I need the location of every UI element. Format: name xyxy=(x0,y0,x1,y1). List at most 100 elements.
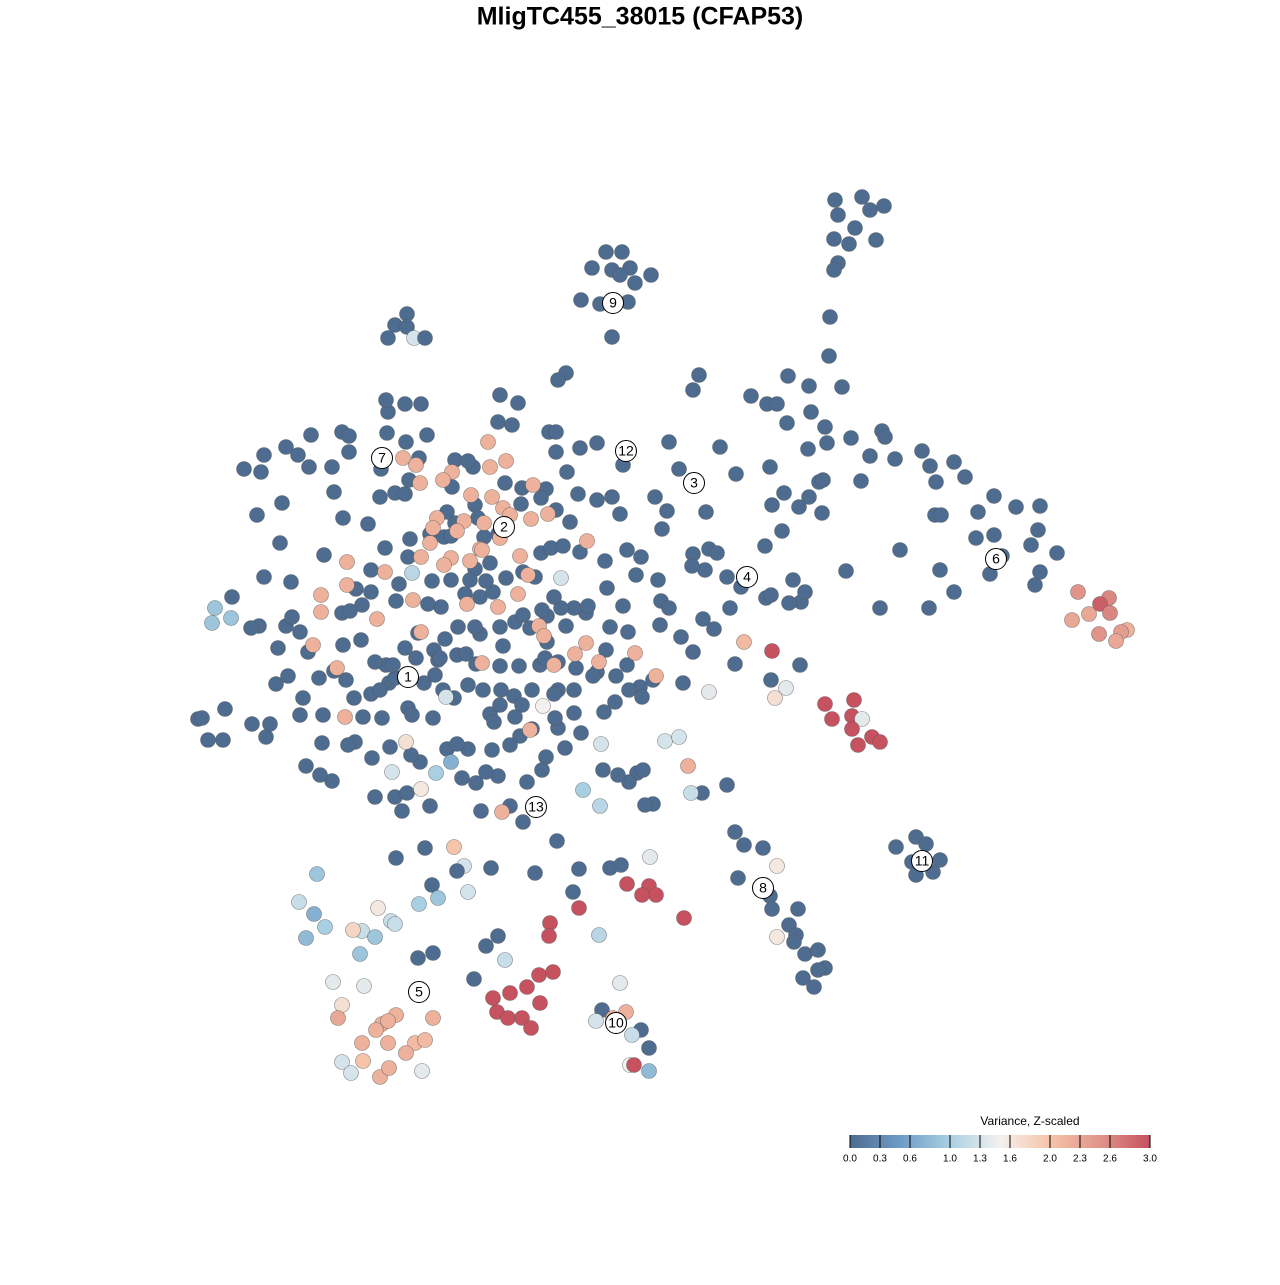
point xyxy=(712,439,728,455)
point xyxy=(570,486,586,502)
point xyxy=(523,1020,539,1036)
point xyxy=(404,565,420,581)
point xyxy=(360,516,376,532)
point xyxy=(398,434,414,450)
point xyxy=(380,1013,396,1029)
point xyxy=(305,637,321,653)
point xyxy=(363,584,379,600)
point xyxy=(340,737,356,753)
point xyxy=(413,396,429,412)
point xyxy=(769,929,785,945)
point xyxy=(399,785,415,801)
point xyxy=(755,840,771,856)
point xyxy=(283,574,299,590)
point xyxy=(826,262,842,278)
point xyxy=(533,490,549,506)
point xyxy=(613,857,629,873)
point xyxy=(619,657,635,673)
point xyxy=(659,503,675,519)
point xyxy=(598,642,614,658)
point xyxy=(806,979,822,995)
point xyxy=(914,443,930,459)
point xyxy=(968,530,984,546)
point xyxy=(568,660,584,676)
point xyxy=(309,866,325,882)
point xyxy=(391,576,407,592)
point xyxy=(367,789,383,805)
point xyxy=(730,870,746,886)
point xyxy=(769,858,785,874)
point xyxy=(485,990,501,1006)
point xyxy=(295,690,311,706)
point xyxy=(462,572,478,588)
point xyxy=(627,275,643,291)
point xyxy=(514,697,530,713)
cluster-label: 8 xyxy=(759,880,767,896)
cluster-marker xyxy=(605,1012,627,1034)
point xyxy=(877,429,893,445)
point xyxy=(339,577,355,593)
point xyxy=(743,388,759,404)
point xyxy=(887,451,903,467)
point xyxy=(657,733,673,749)
point xyxy=(498,570,514,586)
colorbar-tick-label: 2.6 xyxy=(1103,1154,1117,1165)
point xyxy=(353,632,369,648)
point xyxy=(578,635,594,651)
point xyxy=(626,1057,642,1073)
point xyxy=(610,767,626,783)
cluster-label: 1 xyxy=(404,669,412,685)
point xyxy=(312,767,328,783)
point xyxy=(292,624,308,640)
point xyxy=(466,971,482,987)
point xyxy=(519,774,535,790)
point xyxy=(589,492,605,508)
point xyxy=(364,750,380,766)
cluster-marker xyxy=(397,666,419,688)
point xyxy=(1008,499,1024,515)
point xyxy=(719,777,735,793)
point xyxy=(641,1040,657,1056)
point xyxy=(460,453,476,469)
cluster-label: 6 xyxy=(992,551,1000,567)
point xyxy=(571,900,587,916)
point xyxy=(345,922,361,938)
point xyxy=(531,967,547,983)
point xyxy=(588,1013,604,1029)
point xyxy=(335,637,351,653)
point xyxy=(395,450,411,466)
point xyxy=(380,1035,396,1051)
point xyxy=(844,721,860,737)
point xyxy=(463,487,479,503)
point xyxy=(602,619,618,635)
point xyxy=(306,906,322,922)
point xyxy=(764,497,780,513)
point xyxy=(565,884,581,900)
point xyxy=(627,645,643,661)
point xyxy=(1023,537,1039,553)
point xyxy=(553,600,569,616)
cluster-label: 11 xyxy=(915,853,930,869)
point xyxy=(727,656,743,672)
point xyxy=(397,486,413,502)
point xyxy=(779,415,795,431)
point xyxy=(868,232,884,248)
point xyxy=(519,979,535,995)
point xyxy=(810,962,826,978)
point xyxy=(803,404,819,420)
point xyxy=(316,547,332,563)
point xyxy=(1064,612,1080,628)
point xyxy=(334,1054,350,1070)
point xyxy=(604,329,620,345)
point xyxy=(795,970,811,986)
point xyxy=(422,798,438,814)
point xyxy=(500,1010,516,1026)
point xyxy=(595,762,611,778)
point xyxy=(791,499,807,515)
point xyxy=(412,475,428,491)
point xyxy=(532,995,548,1011)
point xyxy=(443,572,459,588)
point xyxy=(872,600,888,616)
point xyxy=(615,598,631,614)
point xyxy=(280,668,296,684)
